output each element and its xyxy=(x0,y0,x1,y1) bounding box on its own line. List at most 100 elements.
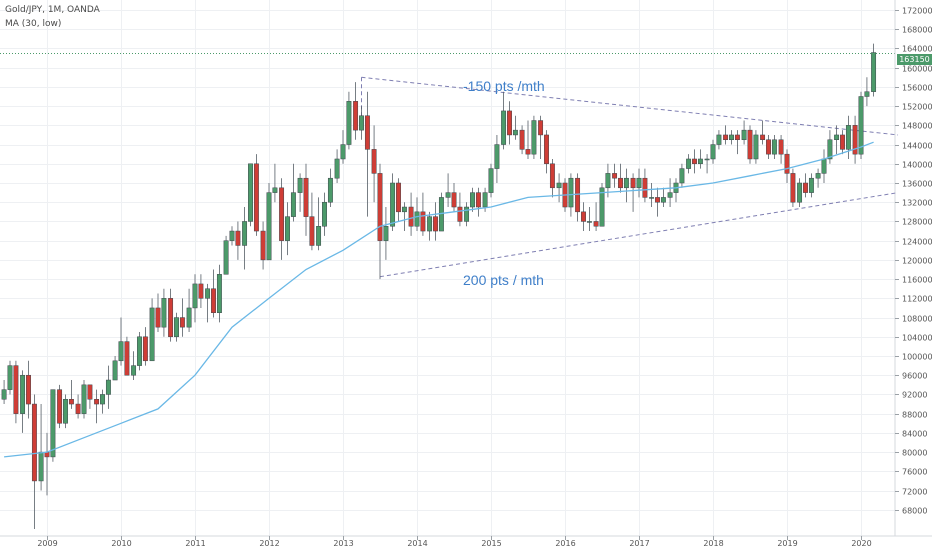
price-tick-label: 76000 xyxy=(902,468,927,477)
candle-body xyxy=(494,144,500,169)
candle xyxy=(753,130,759,164)
candle-body xyxy=(7,365,13,390)
candle-body xyxy=(168,298,174,338)
candle xyxy=(223,235,229,275)
candle-body xyxy=(586,221,592,223)
candle xyxy=(192,274,198,323)
candle-body xyxy=(636,177,642,189)
candle-body xyxy=(704,158,710,161)
candle xyxy=(408,192,414,236)
candle xyxy=(470,187,475,212)
candle-body xyxy=(211,288,216,314)
time-tick-label: 2019 xyxy=(777,539,797,548)
candle xyxy=(797,178,803,208)
candle xyxy=(686,154,692,174)
candle xyxy=(396,178,401,222)
price-tick-label: 140000 xyxy=(902,161,932,170)
symbol-title: Gold/JPY, 1M, OANDA xyxy=(5,5,100,15)
candle xyxy=(303,163,309,236)
candle-body xyxy=(771,139,777,155)
last-price-tag: 163150 xyxy=(897,54,932,65)
candle-body xyxy=(81,384,87,414)
candle xyxy=(401,202,407,232)
candle-body xyxy=(679,168,685,184)
time-tick-label: 2013 xyxy=(333,539,353,548)
annotation-upper: -150 pts /mth xyxy=(463,78,545,94)
time-tick-label: 2010 xyxy=(111,539,131,548)
candle-body xyxy=(223,240,229,275)
candle xyxy=(38,404,44,491)
candle-body xyxy=(734,134,740,140)
candle xyxy=(771,134,777,159)
candle-body xyxy=(20,374,26,414)
candle xyxy=(834,125,840,155)
candle xyxy=(235,221,241,260)
candle xyxy=(679,163,685,188)
price-tick-label: 92000 xyxy=(902,391,927,400)
candle xyxy=(364,91,370,217)
candle-body xyxy=(235,230,241,246)
price-tick-label: 100000 xyxy=(902,353,932,362)
candle-body xyxy=(50,389,56,458)
candle-body xyxy=(272,187,278,193)
candle xyxy=(586,207,592,232)
candle xyxy=(808,173,814,198)
candle-body xyxy=(303,177,309,217)
candle xyxy=(581,202,586,232)
candle xyxy=(124,336,130,376)
candle-body xyxy=(142,336,148,362)
candle xyxy=(205,283,211,323)
candle xyxy=(525,120,531,159)
price-tick-label: 96000 xyxy=(902,372,927,381)
candle-body xyxy=(174,317,179,338)
candle xyxy=(353,82,359,140)
candle xyxy=(618,163,623,193)
candle-body xyxy=(186,307,192,328)
candle-body xyxy=(260,230,266,261)
candle-body xyxy=(623,177,629,189)
candle-body xyxy=(327,177,333,203)
trendline-lower xyxy=(379,192,899,278)
candle-body xyxy=(396,182,401,213)
candle-body xyxy=(864,91,870,97)
candle-body xyxy=(297,177,303,193)
candle xyxy=(168,288,174,342)
price-tick-label: 112000 xyxy=(902,295,932,304)
candle xyxy=(623,168,629,203)
candle-body xyxy=(649,197,655,199)
time-tick-label: 2011 xyxy=(185,539,205,548)
candle-body xyxy=(57,389,63,424)
candle xyxy=(729,130,734,145)
candle-body xyxy=(205,288,211,299)
candle xyxy=(229,226,235,246)
candle xyxy=(655,187,660,217)
candle-body xyxy=(525,149,531,155)
price-tick-label: 144000 xyxy=(902,142,932,151)
candle-body xyxy=(612,173,618,179)
candle xyxy=(31,394,37,529)
candle-body xyxy=(753,134,759,160)
candle-body xyxy=(488,168,494,193)
candle-body xyxy=(87,384,93,400)
candle xyxy=(642,168,648,203)
candle-body xyxy=(322,201,327,227)
candle-body xyxy=(797,182,803,203)
candle xyxy=(112,356,118,381)
candle xyxy=(716,130,722,150)
candle-body xyxy=(581,211,586,222)
candle xyxy=(211,269,216,318)
candle xyxy=(340,130,346,164)
candle xyxy=(445,173,451,208)
candle-body xyxy=(94,399,100,405)
candle-body xyxy=(784,153,790,174)
candle xyxy=(649,183,655,208)
candle xyxy=(427,211,433,241)
candle xyxy=(377,163,383,280)
candle xyxy=(161,288,167,337)
price-tick-label: 124000 xyxy=(902,238,932,247)
candle-body xyxy=(285,216,290,241)
candle xyxy=(544,130,549,174)
candle-body xyxy=(112,360,118,381)
candle xyxy=(290,163,296,222)
